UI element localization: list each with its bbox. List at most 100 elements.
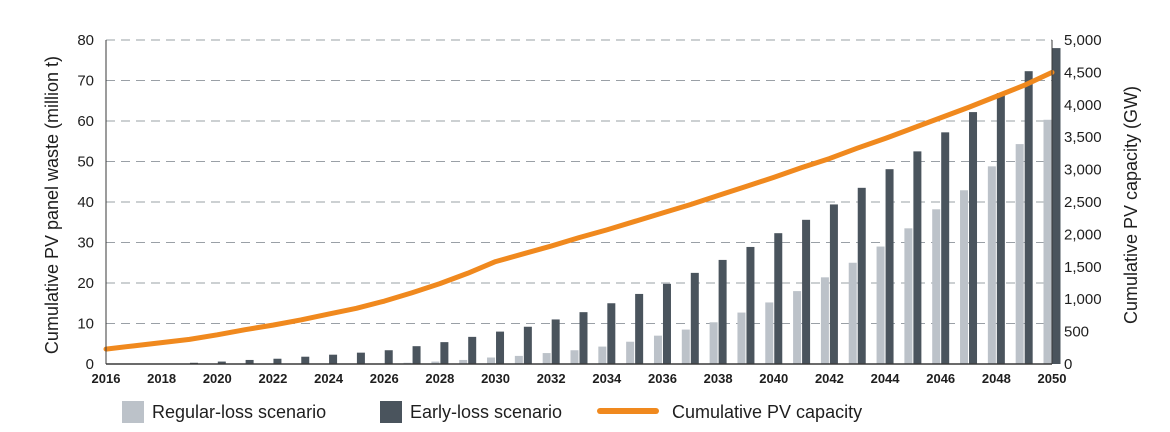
bar-early-loss xyxy=(635,293,644,364)
bar-early-loss xyxy=(217,361,226,364)
x-tick-label: 2024 xyxy=(314,371,344,386)
right-tick-label: 500 xyxy=(1064,324,1089,341)
right-tick-label: 3,500 xyxy=(1064,129,1102,146)
legend-swatch-early-loss xyxy=(380,401,402,423)
bar-regular-loss xyxy=(626,341,635,364)
bar-regular-loss xyxy=(904,228,913,364)
bar-early-loss xyxy=(718,259,727,364)
x-tick-label: 2038 xyxy=(704,371,733,386)
x-tick-label: 2018 xyxy=(147,371,176,386)
x-tick-label: 2048 xyxy=(982,371,1011,386)
bar-early-loss xyxy=(245,359,254,364)
bar-early-loss xyxy=(551,319,560,364)
x-tick-label: 2034 xyxy=(592,371,622,386)
right-tick-label: 2,000 xyxy=(1064,226,1102,243)
bar-regular-loss xyxy=(737,312,746,364)
bar-early-loss xyxy=(356,352,365,364)
legend-label-regular-loss: Regular-loss scenario xyxy=(152,402,326,422)
bar-regular-loss xyxy=(960,190,969,364)
x-tick-label: 2046 xyxy=(926,371,955,386)
bar-regular-loss xyxy=(932,209,941,364)
x-tick-label: 2016 xyxy=(92,371,121,386)
axes xyxy=(105,40,1053,365)
grid-lines xyxy=(106,39,1052,324)
bar-early-loss xyxy=(1052,48,1061,364)
right-tick-label: 4,000 xyxy=(1064,97,1102,114)
bar-early-loss xyxy=(829,204,838,364)
left-tick-label: 70 xyxy=(77,73,94,90)
x-tick-label: 2042 xyxy=(815,371,844,386)
left-tick-label: 20 xyxy=(77,275,94,292)
bar-early-loss xyxy=(690,272,699,364)
left-axis-label: Cumulative PV panel waste (million t) xyxy=(42,56,62,354)
x-tick-label: 2020 xyxy=(203,371,232,386)
left-tick-label: 40 xyxy=(77,194,94,211)
bar-early-loss xyxy=(774,233,783,364)
left-axis-ticks: 0 10 20 30 40 50 60 70 80 xyxy=(77,32,94,373)
bar-early-loss xyxy=(523,326,532,364)
x-axis-ticks: 2016 2018 2020 2022 2024 2026 2028 2030 2032 2034… xyxy=(92,371,1067,386)
left-tick-label: 0 xyxy=(86,356,94,373)
x-tick-label: 2030 xyxy=(481,371,510,386)
bar-regular-loss xyxy=(459,359,468,364)
x-tick-label: 2036 xyxy=(648,371,677,386)
bar-regular-loss xyxy=(542,353,551,364)
right-tick-label: 3,000 xyxy=(1064,162,1102,179)
bar-early-loss xyxy=(496,331,505,364)
right-tick-label: 5,000 xyxy=(1064,32,1102,49)
bar-early-loss xyxy=(412,346,421,364)
bar-early-loss xyxy=(468,336,477,364)
bar-regular-loss xyxy=(487,357,496,364)
legend-swatch-regular-loss xyxy=(122,401,144,423)
bar-regular-loss xyxy=(681,329,690,364)
bar-early-loss xyxy=(1024,71,1033,364)
bar-regular-loss xyxy=(1015,144,1024,364)
bar-regular-loss xyxy=(848,262,857,364)
bars xyxy=(162,48,1061,365)
bar-regular-loss xyxy=(598,346,607,364)
bar-regular-loss xyxy=(820,277,829,364)
right-axis-label: Cumulative PV capacity (GW) xyxy=(1121,86,1141,324)
x-tick-label: 2026 xyxy=(370,371,399,386)
left-tick-label: 30 xyxy=(77,235,94,252)
left-tick-label: 50 xyxy=(77,154,94,171)
bar-regular-loss xyxy=(709,322,718,364)
bar-early-loss xyxy=(969,112,978,364)
right-tick-label: 0 xyxy=(1064,356,1072,373)
legend-label-early-loss: Early-loss scenario xyxy=(410,402,562,422)
bar-early-loss xyxy=(384,350,393,364)
bar-early-loss xyxy=(746,246,755,364)
right-axis-ticks: 0 500 1,000 1,500 2,000 2,500 3,000 3,500 4,000 4… xyxy=(1064,32,1102,373)
right-tick-label: 2,500 xyxy=(1064,194,1102,211)
x-tick-label: 2050 xyxy=(1038,371,1067,386)
legend-label-pv-capacity: Cumulative PV capacity xyxy=(672,402,862,422)
bar-regular-loss xyxy=(653,335,662,364)
x-tick-label: 2044 xyxy=(871,371,901,386)
capacity-line xyxy=(103,69,1055,352)
right-tick-label: 1,000 xyxy=(1064,291,1102,308)
bar-early-loss xyxy=(885,169,894,364)
bar-regular-loss xyxy=(1043,119,1052,364)
bar-regular-loss xyxy=(987,166,996,364)
bar-regular-loss xyxy=(793,291,802,364)
bar-early-loss xyxy=(607,303,616,364)
bar-early-loss xyxy=(301,356,310,364)
left-tick-label: 60 xyxy=(77,113,94,130)
bar-regular-loss xyxy=(431,361,440,364)
bar-regular-loss xyxy=(876,246,885,364)
bar-early-loss xyxy=(662,283,671,364)
capacity-line-path xyxy=(103,69,1055,352)
left-tick-label: 80 xyxy=(77,32,94,49)
x-tick-label: 2040 xyxy=(759,371,788,386)
legend: Regular-loss scenario Early-loss scenari… xyxy=(122,401,862,423)
bar-early-loss xyxy=(329,354,338,364)
x-tick-label: 2032 xyxy=(537,371,566,386)
right-tick-label: 1,500 xyxy=(1064,259,1102,276)
bar-early-loss xyxy=(913,151,922,364)
right-tick-label: 4,500 xyxy=(1064,64,1102,81)
bar-early-loss xyxy=(857,187,866,364)
bar-early-loss xyxy=(440,342,449,364)
bar-early-loss xyxy=(579,312,588,364)
x-tick-label: 2028 xyxy=(425,371,454,386)
